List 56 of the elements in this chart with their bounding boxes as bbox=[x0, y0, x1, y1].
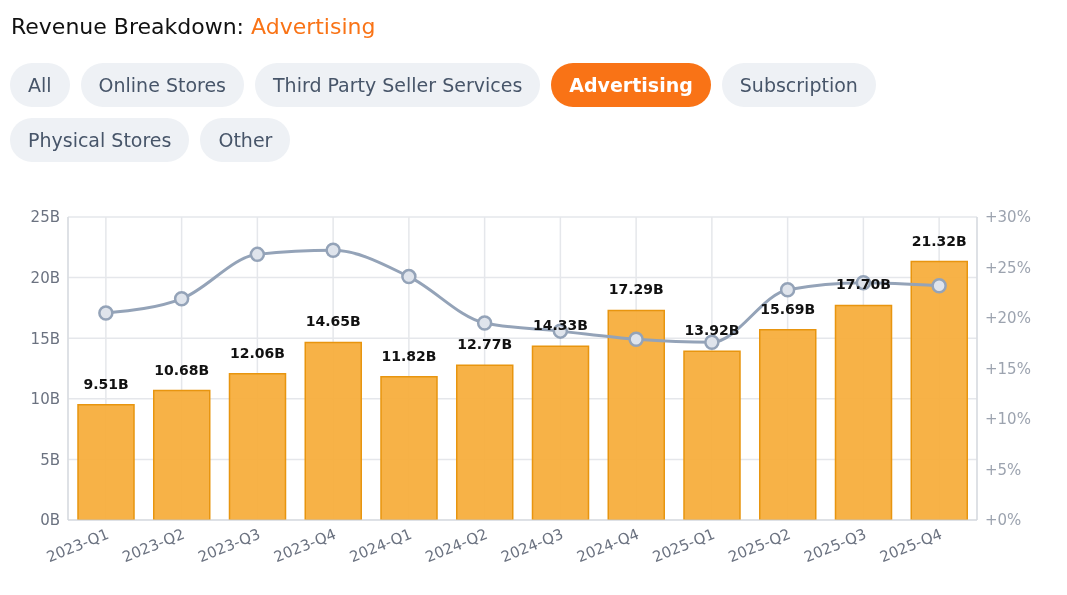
data-label: 13.92B bbox=[684, 322, 740, 339]
y2-tick-label: +30% bbox=[985, 208, 1031, 227]
y-tick-label: 5B bbox=[40, 450, 60, 469]
data-label: 12.77B bbox=[457, 336, 513, 353]
text: Physical Stores bbox=[10, 118, 190, 162]
data-label: 12.06B bbox=[230, 344, 285, 361]
point bbox=[173, 291, 190, 307]
y2-tick-label: +5% bbox=[985, 460, 1022, 479]
y2-tick-label: +10% bbox=[985, 410, 1031, 429]
y2-tick-label: +20% bbox=[985, 309, 1031, 328]
y-tick-label: 0B bbox=[40, 511, 60, 530]
bar bbox=[910, 260, 968, 520]
chart-title: Revenue Breakdown: bbox=[11, 14, 244, 39]
data-label: 14.33B bbox=[533, 317, 588, 334]
y2-tick-label: +0% bbox=[985, 511, 1022, 530]
point bbox=[931, 277, 947, 294]
data-label: 17.29B bbox=[608, 281, 664, 298]
bar bbox=[228, 373, 287, 520]
bar bbox=[153, 389, 211, 520]
bar bbox=[759, 329, 817, 520]
data-label: 21.32B bbox=[911, 232, 967, 249]
text: All bbox=[10, 63, 70, 107]
y2-tick-label: +25% bbox=[985, 258, 1031, 277]
point bbox=[401, 268, 417, 285]
point bbox=[628, 331, 644, 347]
bar bbox=[380, 375, 438, 520]
bar bbox=[456, 364, 514, 520]
data-label: 15.69B bbox=[760, 300, 816, 317]
text: Advertising bbox=[551, 63, 711, 107]
bar bbox=[607, 309, 665, 520]
bar bbox=[683, 350, 741, 520]
text: Third Party Seller Services bbox=[255, 63, 541, 107]
point bbox=[476, 315, 493, 331]
data-label: 17.70B bbox=[836, 276, 891, 293]
data-label: 14.65B bbox=[305, 313, 361, 330]
y-tick-label: 15B bbox=[30, 329, 60, 348]
y-tick-label: 10B bbox=[30, 390, 60, 409]
bar bbox=[531, 345, 590, 520]
point bbox=[704, 334, 720, 350]
point bbox=[98, 305, 114, 321]
point bbox=[779, 281, 796, 298]
point bbox=[325, 242, 341, 259]
text: Subscription bbox=[721, 63, 876, 107]
data-label: 9.51B bbox=[83, 375, 129, 392]
bar bbox=[834, 304, 893, 520]
bar bbox=[304, 341, 362, 520]
text: Other bbox=[200, 118, 291, 162]
text: Online Stores bbox=[80, 63, 245, 107]
y-tick-label: 20B bbox=[30, 268, 60, 287]
data-label: 11.82B bbox=[381, 347, 437, 364]
data-label: 10.68B bbox=[154, 361, 210, 378]
point bbox=[249, 246, 266, 263]
y-tick-label: 25B bbox=[30, 208, 60, 227]
bar bbox=[77, 403, 135, 520]
chart-subtitle: Advertising bbox=[250, 14, 376, 39]
y2-tick-label: +15% bbox=[985, 359, 1031, 378]
